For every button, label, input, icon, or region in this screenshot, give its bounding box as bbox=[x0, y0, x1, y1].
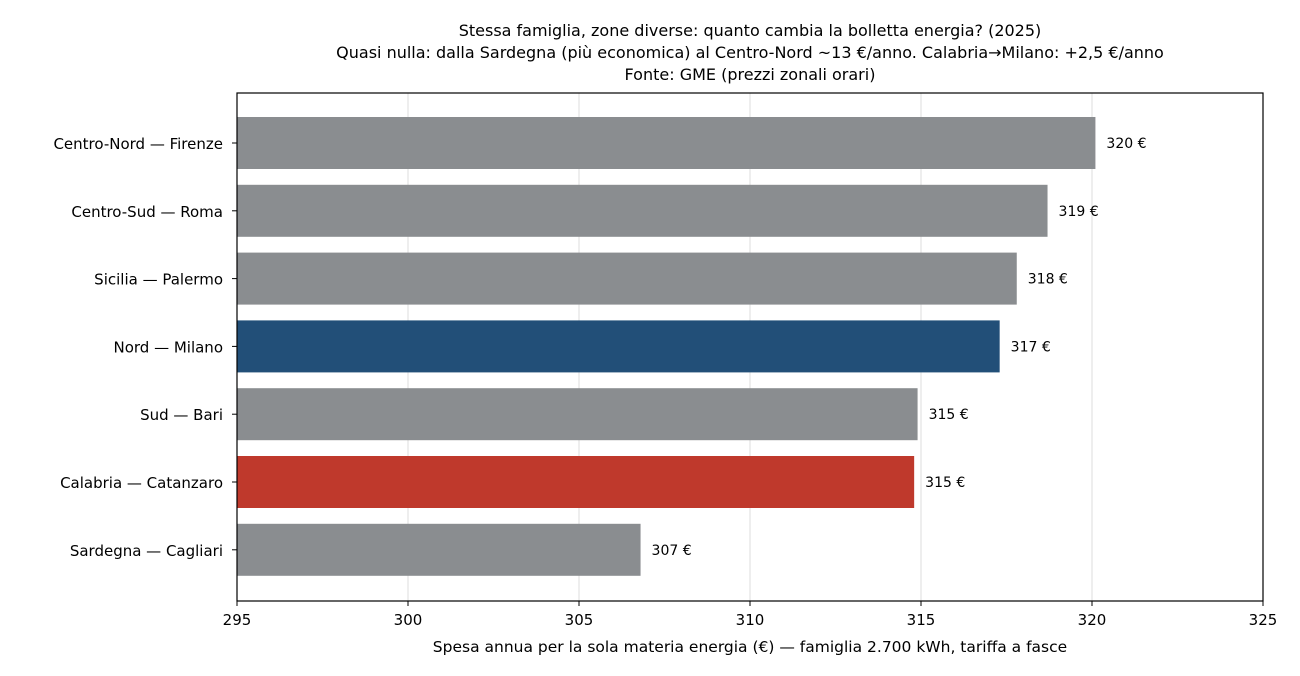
chart-source: Fonte: GME (prezzi zonali orari) bbox=[624, 65, 876, 84]
y-tick-label: Sicilia — Palermo bbox=[94, 271, 223, 289]
bar bbox=[237, 117, 1096, 169]
bar-value-label: 317 € bbox=[1011, 339, 1051, 355]
y-tick-label: Calabria — Catanzaro bbox=[60, 474, 223, 492]
bar bbox=[237, 320, 1000, 373]
bar bbox=[237, 252, 1017, 305]
bar bbox=[237, 456, 915, 508]
bar bbox=[237, 184, 1048, 237]
y-tick-label: Centro-Sud — Roma bbox=[71, 203, 223, 221]
bar-value-label: 319 € bbox=[1059, 204, 1099, 220]
x-tick-label: 310 bbox=[736, 611, 765, 629]
x-tick-label: 325 bbox=[1249, 611, 1278, 629]
x-tick-label: 305 bbox=[565, 611, 594, 629]
x-tick-label: 300 bbox=[394, 611, 423, 629]
bar-value-label: 315 € bbox=[925, 475, 965, 491]
y-tick-label: Sardegna — Cagliari bbox=[70, 542, 223, 560]
bar bbox=[237, 523, 641, 576]
chart-subtitle: Quasi nulla: dalla Sardegna (più economi… bbox=[336, 43, 1164, 62]
y-axis: Centro-Nord — Firenze Centro-Sud — Roma Si… bbox=[53, 135, 237, 560]
bar-value-label: 318 € bbox=[1028, 272, 1068, 288]
y-tick-label: Sud — Bari bbox=[140, 406, 223, 424]
y-tick-label: Centro-Nord — Firenze bbox=[53, 135, 223, 153]
bar-value-label: 320 € bbox=[1106, 136, 1146, 152]
bar bbox=[237, 388, 918, 441]
x-tick-label: 320 bbox=[1078, 611, 1107, 629]
bars bbox=[237, 117, 1096, 576]
y-tick-label: Nord — Milano bbox=[113, 338, 223, 356]
chart-title-block: Stessa famiglia, zone diverse: quanto ca… bbox=[237, 20, 1263, 86]
bar-value-label: 315 € bbox=[929, 407, 969, 423]
x-axis-title: Spesa annua per la sola materia energia … bbox=[433, 638, 1067, 656]
x-tick-label: 315 bbox=[907, 611, 936, 629]
chart-title: Stessa famiglia, zone diverse: quanto ca… bbox=[458, 21, 1042, 40]
data-labels: 320 € 319 € 318 € 317 € 315 € 315 € 307 € bbox=[652, 136, 1147, 559]
bar-value-label: 307 € bbox=[652, 543, 692, 559]
x-tick-label: 295 bbox=[223, 611, 252, 629]
x-axis: 295 300 305 310 315 320 325 bbox=[223, 601, 1278, 629]
